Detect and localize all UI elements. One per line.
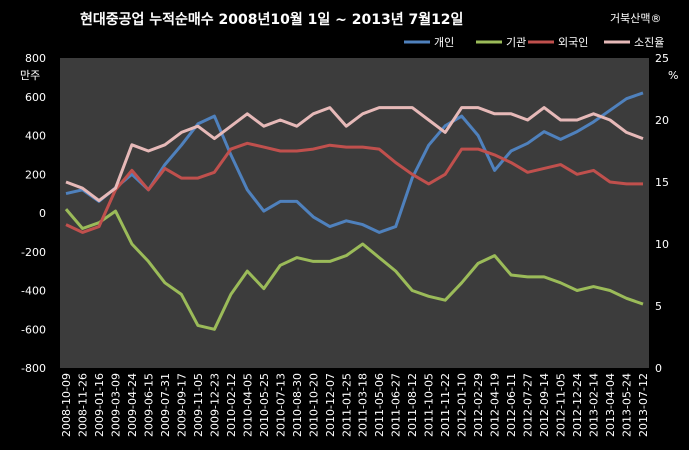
x-tick-label: 2012-12-24	[571, 373, 584, 437]
x-tick-label: 2011-06-27	[390, 373, 403, 437]
y-right-tick-label: 5	[655, 300, 662, 313]
x-tick-label: 2012-07-27	[522, 373, 535, 437]
x-tick-label: 2013-02-14	[588, 373, 601, 437]
x-tick-label: 2010-08-30	[291, 373, 304, 437]
y-right-tick-label: 15	[655, 176, 669, 189]
series-line-기관	[64, 208, 644, 331]
x-tick-label: 2012-11-05	[555, 373, 568, 437]
y-left-tick-label: -600	[21, 323, 46, 336]
x-tick-label: 2008-11-26	[76, 373, 89, 437]
x-tick-label: 2009-01-16	[93, 373, 106, 437]
x-tick-label: 2009-09-17	[175, 373, 188, 437]
x-tick-label: 2013-05-24	[621, 373, 634, 437]
x-tick-label: 2012-04-19	[489, 373, 502, 437]
legend-label: 기관	[506, 36, 526, 49]
x-tick-label: 2013-04-04	[604, 373, 617, 437]
x-tick-label: 2009-04-24	[126, 373, 139, 437]
x-tick-label: 2011-11-22	[439, 373, 452, 437]
x-tick-label: 2010-12-07	[324, 373, 337, 437]
x-tick-label: 2011-08-12	[406, 373, 419, 437]
x-tick-label: 2009-06-15	[142, 373, 155, 437]
y-left-tick-label: -400	[21, 285, 46, 298]
x-tick-label: 2009-03-09	[109, 373, 122, 437]
x-tick-label: 2013-07-12	[637, 373, 650, 437]
series-line-외국인	[65, 141, 643, 234]
y-right-tick-label: 0	[655, 362, 662, 375]
y-left-tick-label: -200	[21, 246, 46, 259]
y-left-tick-label: 600	[25, 91, 46, 104]
series-lines	[64, 91, 644, 331]
x-tick-label: 2011-10-05	[423, 373, 436, 437]
x-tick-label: 2012-09-14	[538, 373, 551, 437]
y-right-unit: %	[668, 69, 678, 82]
legend-label: 개인	[434, 36, 454, 49]
y-left-tick-label: 400	[25, 130, 46, 143]
legend: 개인 기관 외국인 소진율	[404, 36, 664, 49]
legend-label: 소진율	[634, 36, 664, 49]
x-tick-label: 2010-07-13	[274, 373, 287, 437]
x-tick-label: 2011-05-06	[373, 373, 386, 437]
y-left-tick-label: 200	[25, 168, 46, 181]
series-line-개인	[65, 91, 644, 234]
x-tick-label: 2012-02-29	[472, 373, 485, 437]
y-left-tick-label: 800	[25, 52, 46, 65]
x-tick-label: 2011-03-18	[357, 373, 370, 437]
x-tick-label: 2010-04-05	[241, 373, 254, 437]
x-tick-label: 2009-07-31	[159, 373, 172, 437]
y-left-unit: 만주	[20, 69, 40, 82]
x-tick-label: 2010-10-20	[307, 373, 320, 437]
x-axis: 2008-10-09 2008-11-26 2009-01-16 2009-03-09…	[60, 373, 650, 437]
y-axis-left: -800 -600 -400 -200 0 200 400 600 800	[21, 52, 46, 375]
x-tick-label: 2010-02-12	[225, 373, 238, 437]
x-tick-label: 2012-06-11	[505, 373, 518, 437]
y-left-tick-label: -800	[21, 362, 46, 375]
x-tick-label: 2008-10-09	[60, 373, 73, 437]
y-left-tick-label: 0	[39, 207, 46, 220]
y-right-tick-label: 20	[655, 114, 669, 127]
x-tick-label: 2012-01-10	[456, 373, 469, 437]
series-line-소진율	[65, 106, 644, 203]
legend-label: 외국인	[558, 36, 588, 49]
y-right-tick-label: 25	[655, 52, 669, 65]
x-tick-label: 2009-11-05	[192, 373, 205, 437]
chart-title: 현대중공업 누적순매수 2008년10월 1일 ~ 2013년 7월12일	[80, 11, 463, 28]
plot-area	[60, 58, 649, 368]
watermark: 거북산맥®	[610, 12, 661, 25]
x-tick-label: 2009-12-23	[208, 373, 221, 437]
x-tick-label: 2011-01-25	[340, 373, 353, 437]
x-tick-label: 2010-05-25	[258, 373, 271, 437]
y-axis-right: 0 5 10 15 20 25	[655, 52, 669, 375]
y-right-tick-label: 10	[655, 238, 669, 251]
